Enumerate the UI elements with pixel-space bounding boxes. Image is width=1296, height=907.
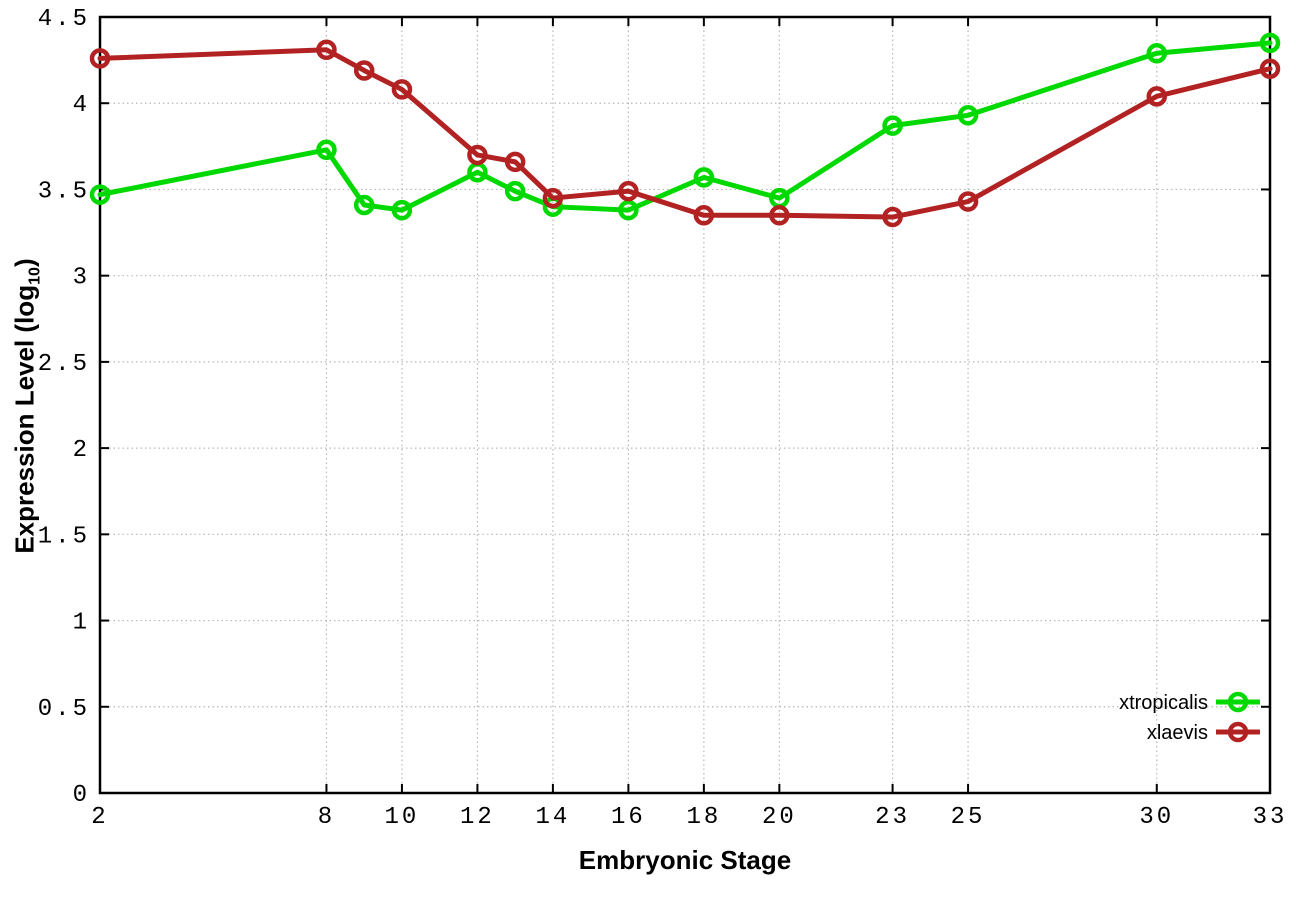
- x-tick-label: 10: [385, 804, 420, 831]
- x-axis-title: Embryonic Stage: [578, 845, 792, 875]
- data-point-xlaevis: [542, 187, 564, 209]
- data-point-xlaevis: [316, 39, 337, 61]
- x-tick-label: 20: [762, 804, 797, 831]
- data-point-xlaevis: [391, 79, 413, 100]
- y-tick-label: 4.5: [38, 6, 90, 33]
- data-point-xtropicalis: [353, 194, 375, 216]
- y-tick-label: 3.5: [38, 178, 90, 205]
- data-point-xtropicalis: [1259, 32, 1281, 54]
- data-point-xtropicalis: [504, 180, 526, 202]
- x-tick-label: 25: [951, 804, 986, 831]
- series-line-xtropicalis: [97, 40, 1273, 213]
- y-axis-title-text: Expression Level (log: [9, 284, 40, 554]
- y-tick-label: 0.5: [38, 696, 90, 723]
- y-tick-label: 0: [73, 782, 90, 809]
- data-point-xtropicalis: [89, 184, 111, 205]
- x-tick-label: 30: [1139, 804, 1174, 831]
- data-point-xtropicalis: [316, 139, 337, 161]
- data-point-xlaevis: [1146, 86, 1168, 107]
- x-tick-label: 12: [460, 804, 495, 831]
- x-tick-label: 16: [611, 804, 646, 831]
- data-point-xlaevis: [467, 144, 488, 166]
- data-point-xlaevis: [1259, 58, 1281, 79]
- data-point-xlaevis: [353, 60, 375, 81]
- y-tick-label: 2: [73, 437, 90, 464]
- x-tick-label: 2: [91, 804, 108, 831]
- y-tick-label: 1: [73, 610, 90, 637]
- x-tick-label: 23: [875, 804, 910, 831]
- data-point-xlaevis: [957, 191, 979, 212]
- data-point-xtropicalis: [882, 115, 903, 136]
- y-axis-title: Expression Level (log10): [9, 258, 44, 553]
- data-point-xlaevis: [769, 205, 790, 226]
- y-tick-label: 3: [73, 265, 90, 292]
- y-tick-label: 2.5: [38, 351, 90, 378]
- data-point-xtropicalis: [391, 199, 413, 221]
- legend-sample-marker-xtropicalis: [1227, 691, 1249, 713]
- x-tick-label: 18: [686, 804, 721, 831]
- data-point-xlaevis: [504, 151, 526, 173]
- x-tick-label: 14: [535, 804, 570, 831]
- x-tick-label: 8: [318, 804, 335, 831]
- legend-label-xtropicalis: xtropicalis: [1119, 692, 1208, 714]
- data-point-xlaevis: [882, 206, 903, 228]
- x-tick-label: 33: [1253, 804, 1288, 831]
- legend-sample-marker-xlaevis: [1227, 721, 1249, 743]
- data-point-xtropicalis: [618, 199, 639, 221]
- data-point-xlaevis: [693, 205, 715, 226]
- data-point-xlaevis: [618, 180, 639, 202]
- data-point-xtropicalis: [1146, 42, 1168, 64]
- y-axis-title-subscript: 10: [25, 267, 44, 285]
- plot-frame: [98, 15, 1272, 795]
- y-tick-label: 4: [73, 92, 90, 119]
- data-point-xtropicalis: [693, 167, 715, 188]
- y-axis-title-close-paren: ): [9, 258, 40, 267]
- y-tick-label: 1.5: [38, 523, 90, 550]
- data-point-xtropicalis: [957, 105, 979, 126]
- data-point-xlaevis: [89, 48, 111, 69]
- legend-label-xlaevis: xlaevis: [1147, 722, 1208, 744]
